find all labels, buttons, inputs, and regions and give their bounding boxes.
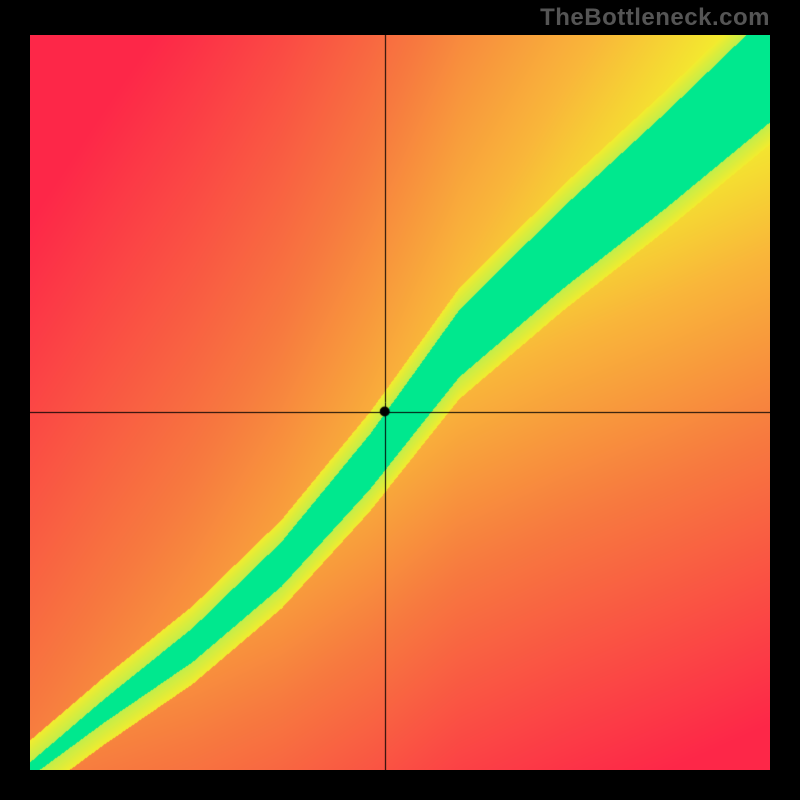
overlay-canvas	[30, 35, 770, 770]
chart-frame: { "attribution": { "text": "TheBottlenec…	[0, 0, 800, 800]
attribution-text: TheBottleneck.com	[540, 4, 770, 32]
